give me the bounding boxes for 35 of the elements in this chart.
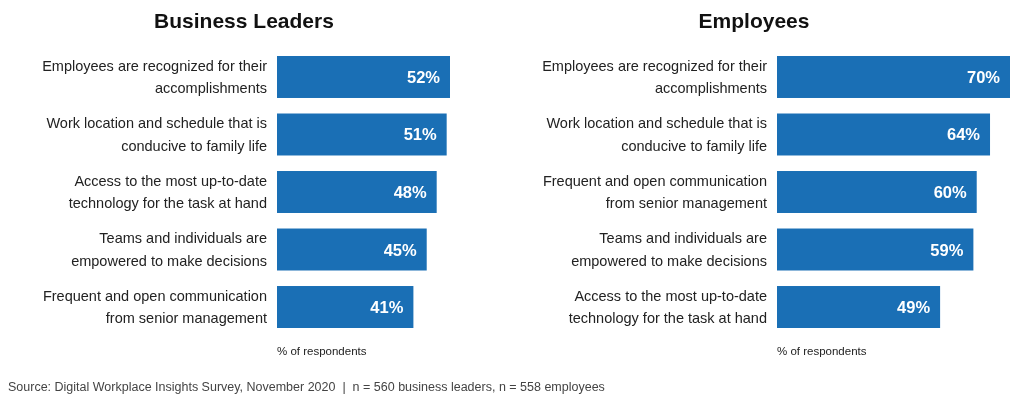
chart-title: Business Leaders xyxy=(154,9,334,32)
y-tick-label: Access to the most up-to-date technology for the task at hand xyxy=(568,287,767,327)
y-tick-label: Work location and schedule that is conducive to family life xyxy=(546,115,767,154)
y-tick-label: Frequent and open communication from senior management xyxy=(42,287,267,327)
y-tick-label: Teams and individuals are empowered to make decisions xyxy=(571,230,767,269)
bar xyxy=(277,113,447,156)
data-label: 70% xyxy=(966,67,1001,86)
y-tick-label: Employees are recognized for their accomplishments xyxy=(542,57,768,97)
bar xyxy=(777,171,977,213)
y-tick-label: Work location and schedule that is conducive to family life xyxy=(46,115,267,154)
data-label: 60% xyxy=(933,183,968,201)
x-axis-title: % of respondents xyxy=(277,345,367,357)
y-tick-label: Teams and individuals are empowered to make decisions xyxy=(71,230,267,269)
bar xyxy=(777,286,941,328)
bar xyxy=(777,228,974,271)
y-tick-label: Employees are recognized for their accomplishments xyxy=(42,57,268,97)
data-label: 52% xyxy=(406,67,441,86)
data-label: 41% xyxy=(370,298,404,317)
chart-title: Employees xyxy=(698,9,810,32)
source-note: Source: Digital Workplace Insights Survey, November 2020 | n = 560 business leaders, n = 558 employees xyxy=(8,380,605,394)
bar xyxy=(777,56,1010,98)
bar xyxy=(277,171,437,213)
bar xyxy=(277,286,414,328)
x-axis-title: % of respondents xyxy=(777,345,867,357)
data-label: 45% xyxy=(383,240,418,259)
data-label: 51% xyxy=(403,125,437,144)
data-label: 48% xyxy=(393,183,428,201)
data-label: 59% xyxy=(930,240,964,259)
y-tick-label: Frequent and open communication from senior management xyxy=(542,172,767,212)
bar xyxy=(277,228,427,271)
bar xyxy=(777,113,991,156)
data-label: 49% xyxy=(897,298,931,317)
bar xyxy=(277,56,450,98)
y-tick-label: Access to the most up-to-date technology for the task at hand xyxy=(68,172,267,212)
data-label: 64% xyxy=(947,125,981,144)
